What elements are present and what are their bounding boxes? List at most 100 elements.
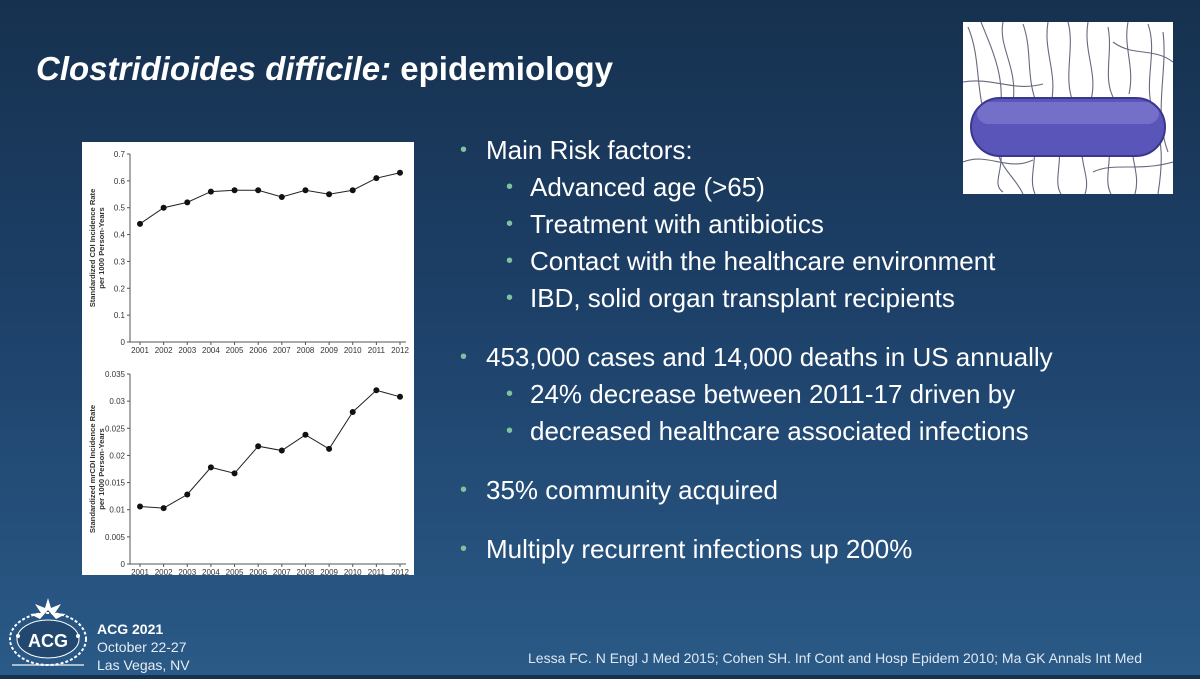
y-tick-label: 0.03 [109, 397, 125, 406]
data-point [373, 175, 380, 182]
data-point [207, 188, 214, 195]
series-line [139, 389, 401, 509]
y-tick-label: 0.6 [114, 177, 126, 186]
y-tick-label: 0.7 [114, 150, 126, 159]
y-axis-label: Standardized mrCDI Incidence Rateper 100… [88, 405, 106, 533]
conference-location: Las Vegas, NV [97, 657, 190, 673]
sub-bullet-item: • Advanced age (>65) [460, 169, 1180, 206]
series-line [139, 172, 401, 225]
data-point [160, 204, 167, 211]
bullet-spacer [460, 317, 1180, 339]
bullet-text: IBD, solid organ transplant recipients [530, 283, 955, 313]
y-tick-label: 0.025 [105, 424, 126, 433]
bullet-icon: • [506, 250, 514, 272]
y-tick-label: 0.4 [114, 231, 126, 240]
slide-title: Clostridioides difficile: epidemiology [36, 50, 613, 88]
x-tick-label: 2002 [155, 568, 173, 575]
y-tick-label: 0.1 [114, 311, 126, 320]
x-tick-label: 2004 [202, 568, 220, 575]
x-tick-label: 2012 [391, 568, 409, 575]
bullet-text: Treatment with antibiotics [530, 209, 824, 239]
y-axis-label-line: per 1000 Person-Years [97, 428, 106, 509]
y-axis-label-line: per 1000 Person-Years [97, 207, 106, 288]
cdi-incidence-chart: 0 0.1 0.2 0.3 0.4 0.5 0.6 0.7 2001 2002 2003 2004 20… [88, 150, 409, 355]
bullet-item: • Main Risk factors: [460, 132, 1180, 169]
conference-name: ACG 2021 [97, 621, 164, 637]
x-tick-label: 2004 [202, 346, 220, 355]
x-tick-label: 2009 [320, 568, 338, 575]
data-point [326, 191, 333, 198]
x-tick-label: 2006 [249, 346, 267, 355]
bullet-text: Multiply recurrent infections up 200% [486, 534, 913, 564]
bullet-spacer [460, 450, 1180, 472]
title-organism: Clostridioides difficile: [36, 50, 392, 87]
references: Lessa FC. N Engl J Med 2015; Cohen SH. I… [528, 650, 1142, 666]
conference-info: ACG 2021 October 22-27 Las Vegas, NV [97, 620, 190, 674]
incidence-charts: 0 0.1 0.2 0.3 0.4 0.5 0.6 0.7 2001 2002 2003 2004 20… [88, 150, 409, 575]
acg-logo-graphic: ACG [9, 598, 87, 666]
data-point [373, 387, 380, 394]
data-point [278, 193, 285, 200]
y-tick-label: 0.005 [105, 533, 126, 542]
y-axis-label-line: Standardized mrCDI Incidence Rate [88, 405, 97, 533]
y-tick-label: 0.2 [114, 284, 126, 293]
bullet-text: Advanced age (>65) [530, 172, 765, 202]
incidence-charts-panel: 0 0.1 0.2 0.3 0.4 0.5 0.6 0.7 2001 2002 2003 2004 20… [82, 142, 414, 575]
bullet-icon: • [460, 139, 468, 161]
data-point [326, 445, 333, 452]
bullet-text: 453,000 cases and 14,000 deaths in US an… [486, 342, 1053, 372]
data-point [278, 447, 285, 454]
bullet-item: • 35% community acquired [460, 472, 1180, 509]
bacterium-illustration [962, 21, 1174, 195]
x-tick-label: 2007 [273, 568, 291, 575]
y-tick-label: 0.5 [114, 204, 126, 213]
x-tick-label: 2001 [131, 568, 149, 575]
bullet-icon: • [506, 383, 514, 405]
data-point [349, 187, 356, 194]
x-tick-label: 2012 [391, 346, 409, 355]
x-tick-label: 2011 [368, 568, 386, 575]
bullet-text: 24% decrease between 2011-17 driven by [530, 379, 1016, 409]
data-point [255, 443, 262, 450]
svg-text:ACG: ACG [28, 631, 68, 651]
x-tick-label: 2001 [131, 346, 149, 355]
data-point [137, 220, 143, 227]
sub-bullet-item: • IBD, solid organ transplant recipients [460, 280, 1180, 317]
sub-bullet-item: • Contact with the healthcare environment [460, 243, 1180, 280]
y-tick-label: 0.035 [105, 370, 126, 379]
conference-dates: October 22-27 [97, 639, 187, 655]
bullet-icon: • [506, 213, 514, 235]
y-axis-label-line: Standardized CDI Incidence Rate [88, 189, 97, 308]
bullet-spacer [460, 509, 1180, 531]
x-tick-label: 2002 [155, 346, 173, 355]
bullet-item: • 453,000 cases and 14,000 deaths in US a… [460, 339, 1180, 376]
x-tick-label: 2008 [297, 568, 315, 575]
data-point [397, 393, 403, 400]
data-point [184, 491, 191, 498]
y-tick-label: 0.015 [105, 479, 126, 488]
y-tick-label: 0.3 [114, 257, 126, 266]
x-tick-label: 2010 [344, 346, 362, 355]
data-point [207, 464, 214, 471]
data-point [231, 187, 238, 194]
bullet-icon: • [506, 420, 514, 442]
acg-2021-logo: ACG [4, 596, 92, 674]
bullet-text: Contact with the healthcare environment [530, 246, 996, 276]
y-tick-label: 0 [121, 560, 126, 569]
x-tick-label: 2003 [178, 568, 196, 575]
bullet-item: • Multiply recurrent infections up 200% [460, 531, 1180, 568]
bullet-text: Main Risk factors: [486, 135, 693, 165]
data-point [137, 503, 143, 510]
x-tick-label: 2011 [368, 346, 386, 355]
title-topic: epidemiology [391, 50, 613, 87]
x-tick-label: 2005 [226, 346, 244, 355]
x-tick-label: 2003 [178, 346, 196, 355]
x-tick-label: 2009 [320, 346, 338, 355]
x-tick-label: 2006 [249, 568, 267, 575]
bullet-list: • Main Risk factors: • Advanced age (>65) • T… [460, 132, 1180, 568]
bullet-text: 35% community acquired [486, 475, 778, 505]
data-point [255, 187, 262, 194]
y-axis-label: Standardized CDI Incidence Rateper 1000 … [88, 189, 106, 308]
bullet-icon: • [460, 538, 468, 560]
sub-bullet-item: • 24% decrease between 2011-17 driven by [460, 376, 1180, 413]
